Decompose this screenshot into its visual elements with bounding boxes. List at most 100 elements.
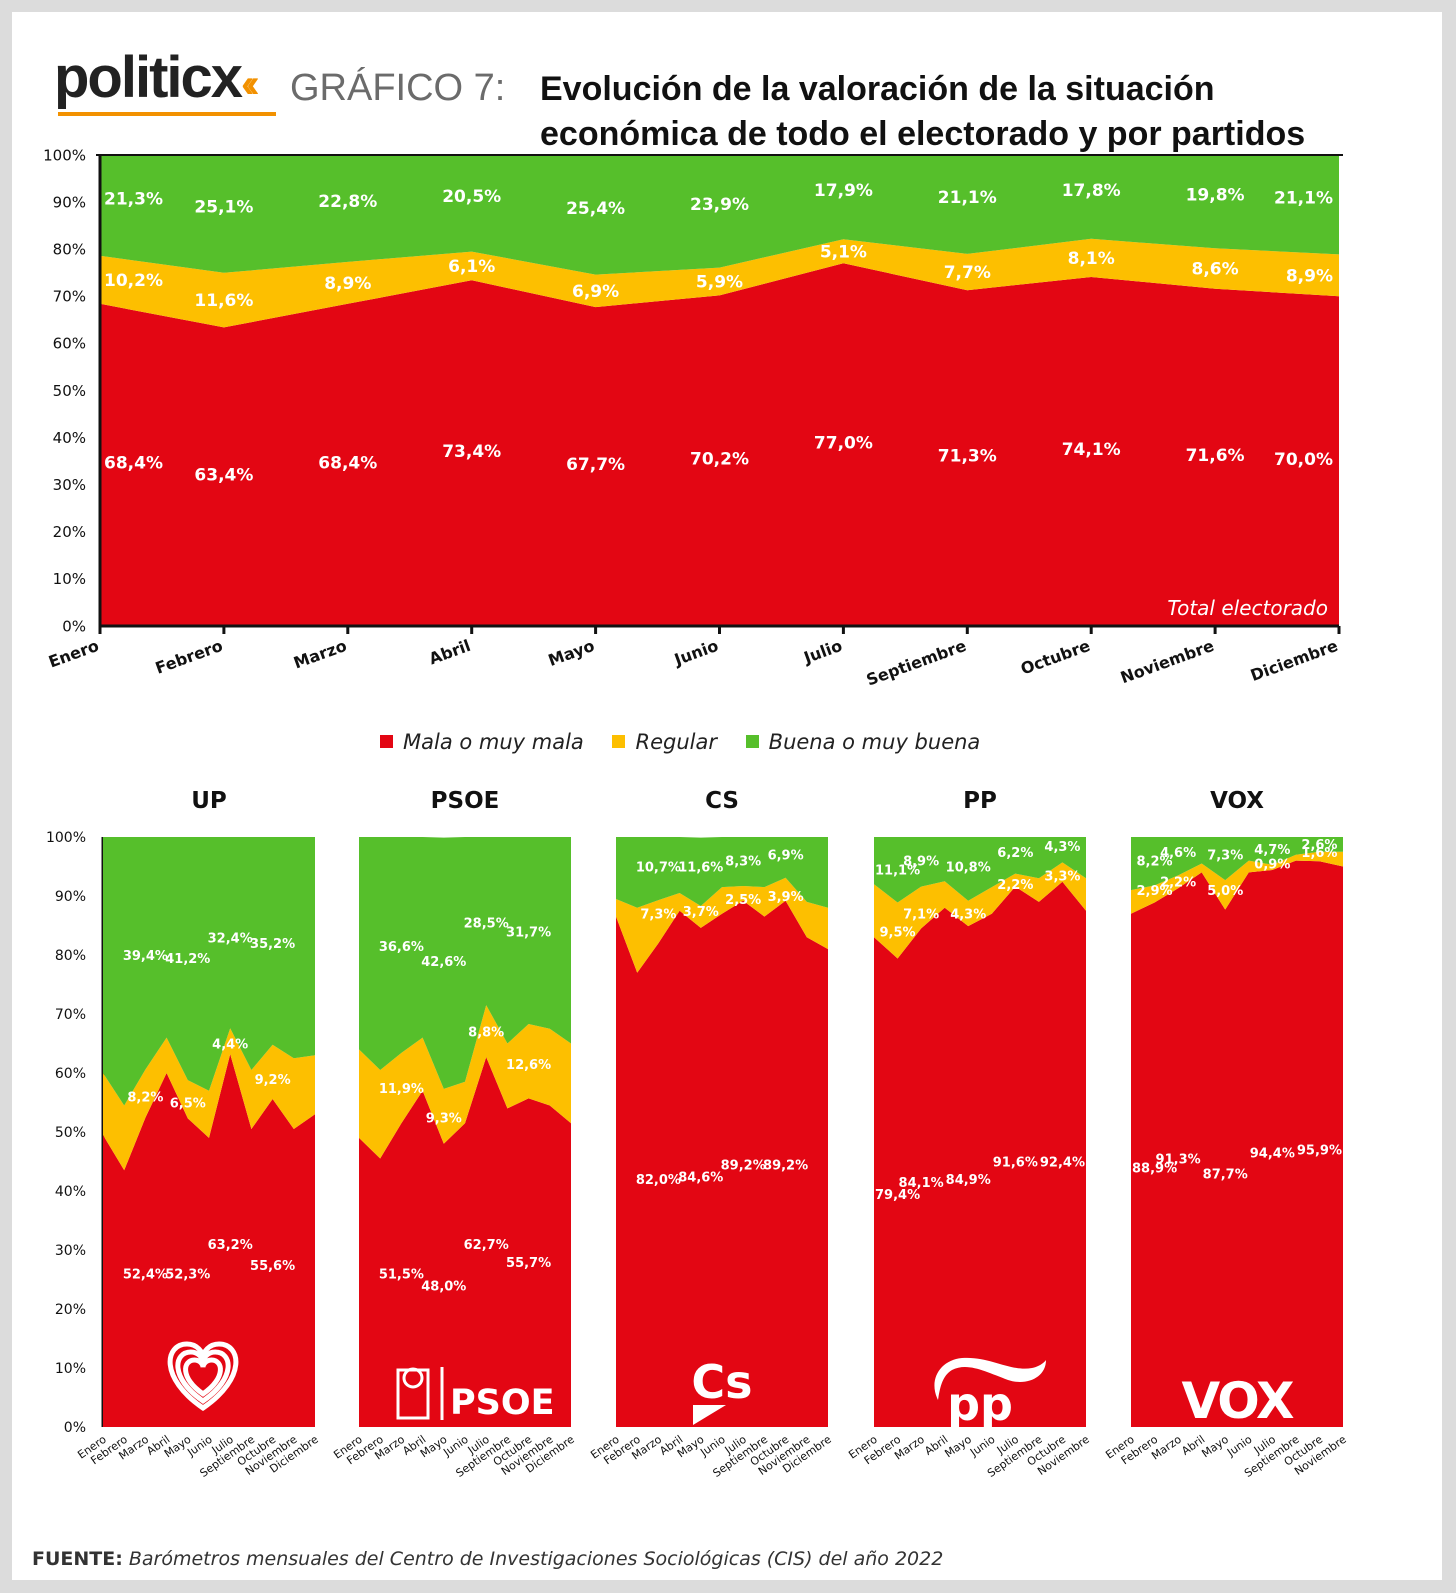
panel-pp-data-label: 8,9% bbox=[903, 855, 939, 870]
rose-icon bbox=[402, 1367, 424, 1389]
cs-triangle-icon bbox=[693, 1405, 726, 1425]
panels-y-tick-label: 10% bbox=[55, 1361, 86, 1377]
panel-pp-data-label: 84,1% bbox=[899, 1176, 944, 1191]
pp-logo: pp bbox=[934, 1357, 1046, 1431]
panel-up-data-label: 35,2% bbox=[250, 937, 295, 952]
panel-psoe-data-label: 9,3% bbox=[426, 1111, 462, 1126]
panel-vox-x-tick-label: Junio bbox=[1224, 1433, 1255, 1460]
panel-cs-title: CS bbox=[705, 788, 739, 814]
panel-vox-data-label: 87,7% bbox=[1203, 1167, 1248, 1182]
panel-cs-data-label: 3,9% bbox=[768, 890, 804, 905]
panel-cs-area-mala bbox=[616, 900, 828, 1427]
main-x-tick-label: Abril bbox=[426, 636, 473, 668]
heart-ring-icon bbox=[183, 1357, 223, 1397]
main-chart-caption: Total electorado bbox=[1167, 596, 1328, 620]
main-y-tick-label: 90% bbox=[53, 193, 86, 211]
graphic-number-label: GRÁFICO 7: bbox=[290, 67, 506, 109]
main-data-label-regular: 6,9% bbox=[572, 282, 619, 302]
panel-vox-data-label: 4,6% bbox=[1160, 846, 1196, 861]
panel-cs-data-label: 6,9% bbox=[768, 849, 804, 864]
main-data-label-buena: 17,8% bbox=[1062, 181, 1121, 201]
panel-psoe-area-mala bbox=[359, 1057, 571, 1427]
panel-pp-data-label: 79,4% bbox=[875, 1188, 920, 1203]
legend-swatch-regular bbox=[612, 735, 626, 748]
panel-pp-data-label: 7,1% bbox=[903, 908, 939, 923]
source-text: Barómetros mensuales del Centro de Inves… bbox=[128, 1548, 944, 1570]
main-y-tick-label: 10% bbox=[53, 570, 86, 588]
main-area-mala bbox=[100, 263, 1339, 626]
panel-pp-area-regular bbox=[874, 862, 1086, 959]
main-x-tick-label: Marzo bbox=[291, 636, 349, 673]
panel-up-data-label: 32,4% bbox=[208, 931, 253, 946]
chart-title-line2: económica de todo el electorado y por pa… bbox=[540, 115, 1306, 153]
panel-psoe-data-label: 36,6% bbox=[379, 940, 424, 955]
panel-vox-data-label: 94,4% bbox=[1250, 1147, 1295, 1162]
panel-pp-data-label: 6,2% bbox=[997, 846, 1033, 861]
panel-vox-data-label: 95,9% bbox=[1297, 1144, 1342, 1159]
panel-psoe-data-label: 31,7% bbox=[506, 925, 551, 940]
main-data-label-buena: 21,3% bbox=[104, 190, 163, 210]
legend-swatch-mala bbox=[380, 735, 393, 748]
panel-vox-area-buena bbox=[1131, 837, 1343, 891]
panel-cs-data-label: 11,6% bbox=[678, 861, 723, 876]
panels-y-tick-label: 70% bbox=[55, 1007, 86, 1023]
main-y-tick-label: 20% bbox=[53, 523, 86, 541]
legend-label-buena: Buena o muy buena bbox=[768, 730, 981, 754]
panel-cs-data-label: 10,7% bbox=[636, 861, 681, 876]
panel-pp-data-label: 11,1% bbox=[875, 863, 920, 878]
panel-pp-area-mala bbox=[874, 881, 1086, 1427]
panel-psoe-data-label: 8,8% bbox=[468, 1026, 504, 1041]
psoe-logo-text: PSOE bbox=[450, 1383, 555, 1423]
politicx-logo: politicx‹‹ bbox=[54, 45, 259, 110]
main-x-tick-label: Enero bbox=[46, 636, 101, 672]
legend-swatch-buena bbox=[745, 735, 759, 748]
main-data-label-buena: 21,1% bbox=[938, 188, 997, 208]
panel-pp-data-label: 9,5% bbox=[880, 925, 916, 940]
main-data-label-buena: 23,9% bbox=[690, 195, 749, 215]
legend-label-regular: Regular bbox=[635, 730, 717, 754]
main-area-regular bbox=[100, 238, 1339, 328]
main-y-tick-label: 60% bbox=[53, 335, 86, 353]
panels-y-tick-label: 0% bbox=[64, 1420, 86, 1436]
legend-item-regular: Regular bbox=[612, 730, 717, 754]
main-x-tick-label: Septiembre bbox=[864, 636, 969, 690]
panel-psoe-data-label: 55,7% bbox=[506, 1256, 551, 1271]
main-data-label-regular: 8,9% bbox=[1286, 266, 1333, 286]
panel-up-data-label: 9,2% bbox=[255, 1073, 291, 1088]
panel-pp-data-label: 91,6% bbox=[993, 1156, 1038, 1171]
chart-title: Evolución de la valoración de la situaci… bbox=[540, 67, 1305, 157]
main-data-label-mala: 68,4% bbox=[318, 454, 377, 474]
pp-logo-text: pp bbox=[947, 1377, 1013, 1431]
panel-cs-data-label: 7,3% bbox=[640, 908, 676, 923]
panel-pp-data-label: 4,3% bbox=[950, 908, 986, 923]
main-data-label-regular: 6,1% bbox=[448, 257, 495, 277]
legend-label-mala: Mala o muy mala bbox=[403, 730, 584, 754]
panel-up-data-label: 4,4% bbox=[212, 1038, 248, 1053]
panel-vox-area-regular bbox=[1131, 851, 1343, 914]
main-data-label-regular: 8,9% bbox=[324, 274, 371, 294]
panel-pp-data-label: 4,3% bbox=[1044, 840, 1080, 855]
main-data-label-buena: 22,8% bbox=[318, 192, 377, 212]
panel-psoe-data-label: 11,9% bbox=[379, 1082, 424, 1097]
main-x-tick-label: Mayo bbox=[546, 636, 597, 670]
panel-vox-data-label: 2,6% bbox=[1301, 838, 1337, 853]
panel-up-data-label: 8,2% bbox=[127, 1091, 163, 1106]
logo-underline bbox=[58, 112, 276, 116]
main-x-tick-label: Diciembre bbox=[1248, 636, 1341, 685]
panel-vox-data-label: 8,2% bbox=[1137, 855, 1173, 870]
panel-up-data-label: 39,4% bbox=[123, 949, 168, 964]
main-data-label-mala: 77,0% bbox=[814, 433, 873, 453]
panel-vox-data-label: 5,0% bbox=[1207, 884, 1243, 899]
panel-up-area-mala bbox=[103, 1054, 315, 1427]
main-y-tick-label: 0% bbox=[62, 617, 86, 635]
main-y-tick-label: 40% bbox=[53, 429, 86, 447]
panels-y-tick-label: 100% bbox=[46, 830, 86, 846]
panel-psoe-data-label: 62,7% bbox=[464, 1238, 509, 1253]
psoe-logo: PSOE bbox=[396, 1367, 555, 1423]
main-x-tick-label: Julio bbox=[800, 636, 844, 668]
main-y-tick-label: 50% bbox=[53, 382, 86, 400]
main-y-tick-label: 30% bbox=[53, 476, 86, 494]
main-data-label-regular: 7,7% bbox=[944, 263, 991, 283]
panel-cs-area-buena bbox=[616, 837, 828, 908]
main-data-label-regular: 10,2% bbox=[104, 271, 163, 291]
